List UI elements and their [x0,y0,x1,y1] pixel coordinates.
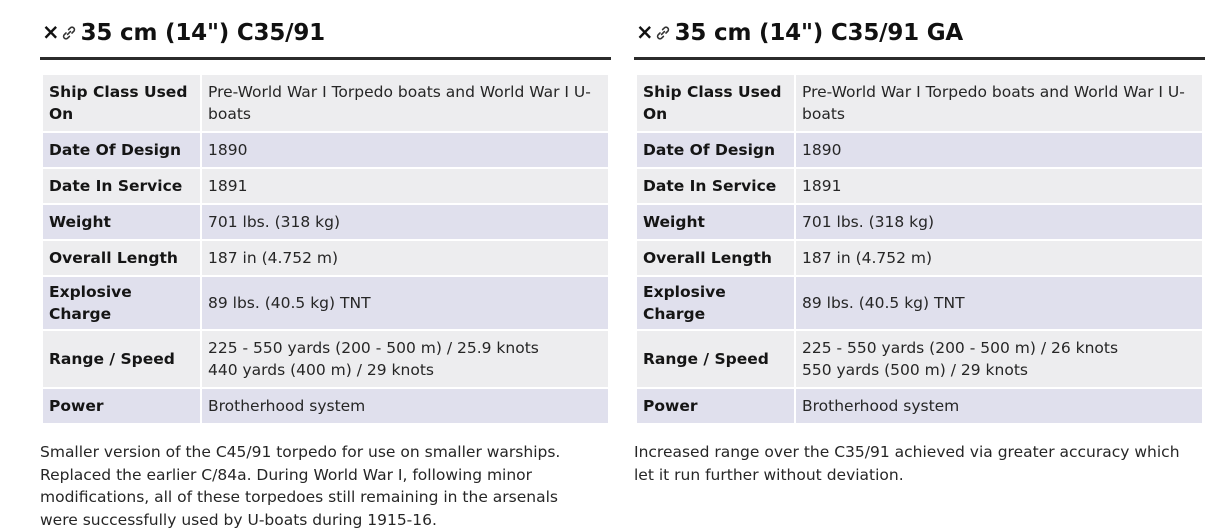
row-value: 1891 [796,169,1202,203]
panel-header: × 35 cm (14") C35/91 GA [634,22,1205,60]
row-value: 1890 [202,133,608,167]
row-value: 225 - 550 yards (200 - 500 m) / 25.9 kno… [202,331,608,387]
table-row: Power Brotherhood system [637,389,1202,423]
row-label: Range / Speed [43,331,200,387]
table-row: Ship Class Used On Pre-World War I Torpe… [637,75,1202,131]
row-value: 187 in (4.752 m) [796,241,1202,275]
row-label: Overall Length [43,241,200,275]
header-icons: × [42,22,77,43]
row-value: 1890 [796,133,1202,167]
table-row: Weight 701 lbs. (318 kg) [43,205,608,239]
table-row: Weight 701 lbs. (318 kg) [637,205,1202,239]
range-speed-line: 550 yards (500 m) / 29 knots [802,361,1028,379]
row-value: 1891 [202,169,608,203]
row-value: 89 lbs. (40.5 kg) TNT [202,277,608,329]
close-icon[interactable]: × [42,20,60,44]
table-row: Explosive Charge 89 lbs. (40.5 kg) TNT [637,277,1202,329]
close-icon[interactable]: × [636,20,654,44]
table-row: Ship Class Used On Pre-World War I Torpe… [43,75,608,131]
row-label: Power [637,389,794,423]
range-speed-line: 440 yards (400 m) / 29 knots [208,361,434,379]
row-value: Brotherhood system [796,389,1202,423]
table-row: Power Brotherhood system [43,389,608,423]
row-label: Date Of Design [43,133,200,167]
row-value: 701 lbs. (318 kg) [202,205,608,239]
panel-header: × 35 cm (14") C35/91 [40,22,611,60]
row-value: Pre-World War I Torpedo boats and World … [202,75,608,131]
row-label: Weight [637,205,794,239]
table-row: Date In Service 1891 [43,169,608,203]
table-row: Explosive Charge 89 lbs. (40.5 kg) TNT [43,277,608,329]
row-label: Date Of Design [637,133,794,167]
row-value: Brotherhood system [202,389,608,423]
header-icons: × [636,22,671,43]
row-label: Range / Speed [637,331,794,387]
row-value: 701 lbs. (318 kg) [796,205,1202,239]
table-row: Range / Speed 225 - 550 yards (200 - 500… [43,331,608,387]
torpedo-panel-c35-91: × 35 cm (14") C35/91 Ship Class Used On … [40,22,611,531]
panel-description: Increased range over the C35/91 achieved… [634,443,1180,484]
specs-table: Ship Class Used On Pre-World War I Torpe… [635,73,1204,425]
row-label: Explosive Charge [637,277,794,329]
row-label: Overall Length [637,241,794,275]
table-row: Overall Length 187 in (4.752 m) [637,241,1202,275]
specs-table: Ship Class Used On Pre-World War I Torpe… [41,73,610,425]
row-label: Ship Class Used On [637,75,794,131]
row-value: Pre-World War I Torpedo boats and World … [796,75,1202,131]
range-speed-line: 225 - 550 yards (200 - 500 m) / 25.9 kno… [208,339,539,357]
row-label: Ship Class Used On [43,75,200,131]
row-label: Weight [43,205,200,239]
link-icon[interactable] [655,25,671,41]
torpedo-panel-c35-91-ga: × 35 cm (14") C35/91 GA Ship Class Used … [634,22,1205,486]
row-value: 187 in (4.752 m) [202,241,608,275]
row-value: 225 - 550 yards (200 - 500 m) / 26 knots… [796,331,1202,387]
table-row: Date In Service 1891 [637,169,1202,203]
row-label: Power [43,389,200,423]
row-label: Date In Service [43,169,200,203]
row-label: Date In Service [637,169,794,203]
panel-description: Smaller version of the C45/91 torpedo fo… [40,443,561,529]
table-row: Overall Length 187 in (4.752 m) [43,241,608,275]
row-label: Explosive Charge [43,277,200,329]
panel-title: 35 cm (14") C35/91 [80,20,326,46]
range-speed-line: 225 - 550 yards (200 - 500 m) / 26 knots [802,339,1119,357]
link-icon[interactable] [61,25,77,41]
row-value: 89 lbs. (40.5 kg) TNT [796,277,1202,329]
table-row: Date Of Design 1890 [637,133,1202,167]
table-row: Range / Speed 225 - 550 yards (200 - 500… [637,331,1202,387]
table-row: Date Of Design 1890 [43,133,608,167]
panel-title: 35 cm (14") C35/91 GA [674,20,964,46]
